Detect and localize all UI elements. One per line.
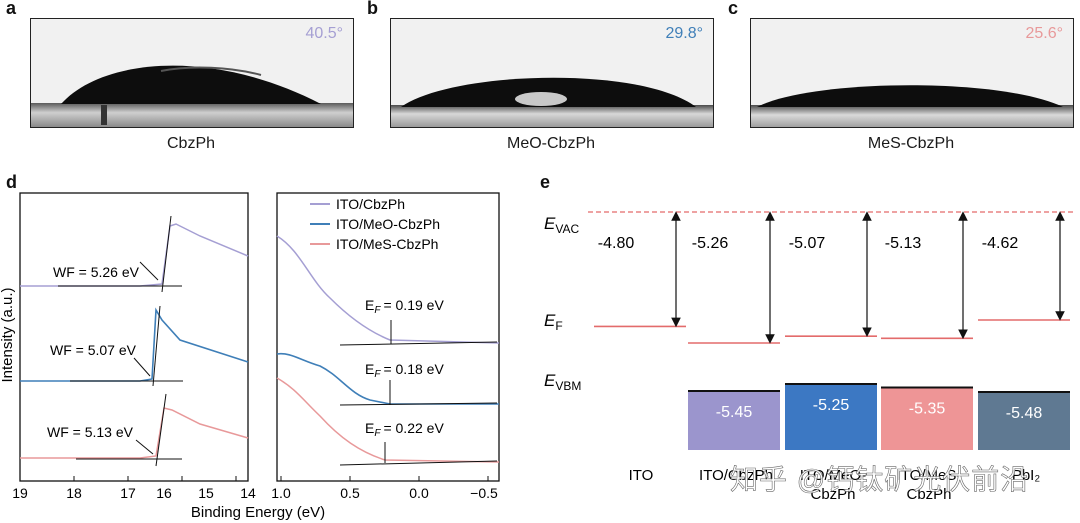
wf-label-cbzph: WF = 5.26 eV (53, 264, 140, 280)
panel-label-a: a (6, 0, 17, 18)
spectrum-valence-cbzph (276, 235, 500, 344)
caption-a: CbzPh (166, 135, 216, 152)
droplet-image-b (391, 77, 713, 127)
work-function-value-2: -5.07 (789, 235, 826, 252)
legend-item-meo: ITO/MeO-CbzPh (336, 216, 440, 232)
work-function-value-1: -5.26 (692, 235, 729, 252)
x-label-meo: ITO/MeO- CbzPh (800, 467, 866, 503)
ups-right-axes (276, 192, 500, 482)
tick-left-4: 15 (198, 485, 214, 501)
x-label-mes-line2: CbzPh (906, 486, 951, 503)
panel-label-e: e (540, 172, 551, 192)
x-label-mes-line1: ITO/MeS- (897, 467, 962, 484)
wf-label-meo: WF = 5.07 eV (50, 342, 137, 358)
spectrum-valence-mes (276, 377, 500, 463)
panel-label-b: b (367, 0, 378, 18)
wf-arrow-mes (135, 439, 154, 455)
vbm-value-3: -5.35 (909, 400, 946, 417)
legend-item-mes: ITO/MeS-CbzPh (336, 236, 438, 252)
ups-spectra-figure: Intensity (a.u.) 19 18 17 16 15 14 1.0 0… (0, 192, 500, 521)
legend-item-cbzph: ITO/CbzPh (336, 196, 405, 212)
tick-right-1: 0.5 (340, 485, 360, 501)
x-label-pbi2: PbI₂ (1012, 467, 1041, 484)
spectrum-valence-meo (276, 352, 499, 405)
tick-left-3: 16 (156, 485, 172, 501)
tick-left-1: 18 (66, 485, 82, 501)
tick-right-3: −0.5 (470, 485, 498, 501)
wf-arrow-cbzph (139, 261, 159, 281)
energy-level-diagram: EVAC EF EVBM -4.80 -5.26 -5.07 -5.13 -4.62 -5… (544, 211, 1076, 503)
contact-angle-photo-mes-cbzph: 25.6° (750, 18, 1074, 128)
vbm-bar-1 (688, 390, 780, 450)
tick-right-0: 1.0 (271, 485, 291, 501)
evac-label: EVAC (544, 214, 579, 236)
tick-left-2: 17 (120, 485, 136, 501)
watermark: 知乎 @钙钛矿光伏前沿 (730, 464, 1030, 496)
ef-label-meo: EF = 0.18 eV (365, 361, 444, 380)
x-label-meo-line2: CbzPh (810, 486, 855, 503)
ups-xlabel: Binding Energy (eV) (191, 504, 325, 521)
vbm-bar-4 (978, 392, 1070, 450)
x-label-ito: ITO (629, 467, 654, 484)
contact-angle-value-b: 29.8° (665, 25, 703, 42)
vbm-value-2: -5.25 (813, 397, 850, 414)
tick-left-0: 19 (12, 485, 28, 501)
ef-axis-label: EF (544, 311, 563, 333)
ups-left-axes (19, 192, 249, 482)
contact-angle-photo-meo-cbzph: 29.8° (390, 18, 714, 128)
x-label-meo-line1: ITO/MeO- (800, 467, 866, 484)
evbm-axis-label: EVBM (544, 371, 581, 393)
x-label-cbzph: ITO/CbzPh (699, 467, 773, 484)
vbm-bar-2 (785, 384, 877, 450)
ups-legend: ITO/CbzPh ITO/MeO-CbzPh ITO/MeS-CbzPh (310, 196, 440, 252)
caption-b: MeO-CbzPh (506, 135, 596, 152)
panel-label-c: c (728, 0, 739, 18)
ups-ylabel: Intensity (a.u.) (0, 287, 16, 382)
panel-label-d: d (6, 172, 17, 192)
caption-c: MeS-CbzPh (867, 135, 955, 152)
tick-left-5: 14 (240, 485, 256, 501)
vbm-value-1: -5.45 (716, 404, 753, 421)
droplet-image-a (31, 65, 353, 127)
droplet-image-c (751, 85, 1073, 127)
ef-label-cbzph: EF = 0.19 eV (365, 297, 444, 316)
contact-angle-photo-cbzph: 40.5° (30, 18, 354, 128)
ef-label-mes: EF = 0.22 eV (365, 420, 444, 439)
contact-angle-value-c: 25.6° (1025, 25, 1063, 42)
work-function-value-4: -4.62 (982, 235, 1019, 252)
work-function-value-3: -5.13 (885, 235, 922, 252)
vbm-value-4: -5.48 (1006, 405, 1043, 422)
tick-right-2: 0.0 (409, 485, 429, 501)
vbm-bar-3 (881, 387, 973, 450)
x-label-mes: ITO/MeS- CbzPh (897, 467, 962, 503)
work-function-value-0: -4.80 (598, 235, 635, 252)
wf-label-mes: WF = 5.13 eV (47, 424, 134, 440)
contact-angle-value-a: 40.5° (305, 25, 343, 42)
wf-arrow-meo (133, 357, 151, 377)
